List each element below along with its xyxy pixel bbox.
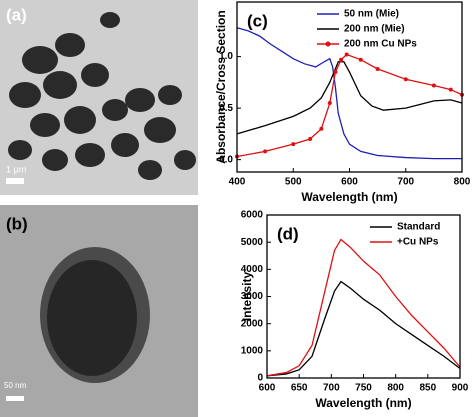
marker (308, 137, 313, 142)
x-tick-label: 600 (341, 177, 358, 188)
y-tick-label: 6000 (241, 210, 264, 221)
x-tick-label: 400 (229, 177, 246, 188)
series-line (266, 280, 461, 377)
series-line (236, 53, 463, 158)
x-tick-label: 750 (355, 383, 372, 394)
y-tick-label: 2000 (241, 318, 264, 329)
marker (403, 77, 408, 82)
panel-label: (d) (277, 224, 299, 243)
y-tick-label: 0 (257, 373, 263, 384)
x-axis-label: Wavelength (nm) (315, 396, 411, 410)
legend-label: 200 nm (Mie) (344, 24, 405, 35)
y-tick-label: 4000 (241, 264, 264, 275)
legend-label: 50 nm (Mie) (344, 9, 399, 20)
marker (327, 100, 332, 105)
y-axis-label: Intensity (240, 272, 254, 322)
x-tick-label: 800 (454, 177, 471, 188)
y-tick-label: 1000 (241, 345, 264, 356)
y-tick-label: 5000 (241, 237, 264, 248)
legend-label: Standard (397, 222, 440, 233)
x-tick-label: 700 (397, 177, 414, 188)
marker (339, 57, 344, 62)
scale-bar-label: 50 nm (4, 381, 27, 390)
panel-label: (c) (247, 11, 268, 30)
particle-core (47, 260, 137, 376)
image-b: (b) 50 nm (0, 205, 198, 417)
x-tick-label: 500 (285, 177, 302, 188)
marker (375, 66, 380, 71)
series-line (266, 238, 461, 377)
scale-bar (6, 178, 24, 184)
marker (358, 57, 363, 62)
marker (319, 126, 324, 131)
y-tick-label: 0.0 (219, 154, 233, 165)
y-axis-label: Absorbance/Cross Section (214, 10, 228, 163)
legend-label: +Cu NPs (397, 237, 439, 248)
particles (8, 12, 196, 180)
scale-bar-label: 1 μm (6, 164, 26, 174)
image-a: (a) 1 μm (0, 0, 198, 195)
scale-bar (6, 396, 24, 401)
panel-label: (a) (6, 5, 27, 24)
y-tick-label: 0.5 (219, 103, 233, 114)
y-tick-label: 1.0 (219, 51, 233, 62)
legend-label: 200 nm Cu NPs (344, 39, 417, 50)
x-tick-label: 650 (291, 383, 308, 394)
x-tick-label: 600 (259, 383, 276, 394)
x-tick-label: 700 (323, 383, 340, 394)
marker (291, 142, 296, 147)
plot-frame (266, 214, 461, 379)
legend-marker (325, 41, 331, 47)
plot-frame (236, 1, 463, 173)
x-tick-label: 850 (419, 383, 436, 394)
marker (263, 149, 268, 154)
marker (448, 87, 453, 92)
marker (344, 52, 349, 57)
series-line (236, 27, 462, 160)
x-tick-label: 900 (452, 383, 469, 394)
y-tick-label: 3000 (241, 291, 264, 302)
marker (431, 83, 436, 88)
series-line (236, 61, 463, 135)
panel-label: (b) (6, 214, 28, 233)
x-axis-label: Wavelength (nm) (301, 190, 397, 204)
x-tick-label: 800 (387, 383, 404, 394)
marker (333, 70, 338, 75)
